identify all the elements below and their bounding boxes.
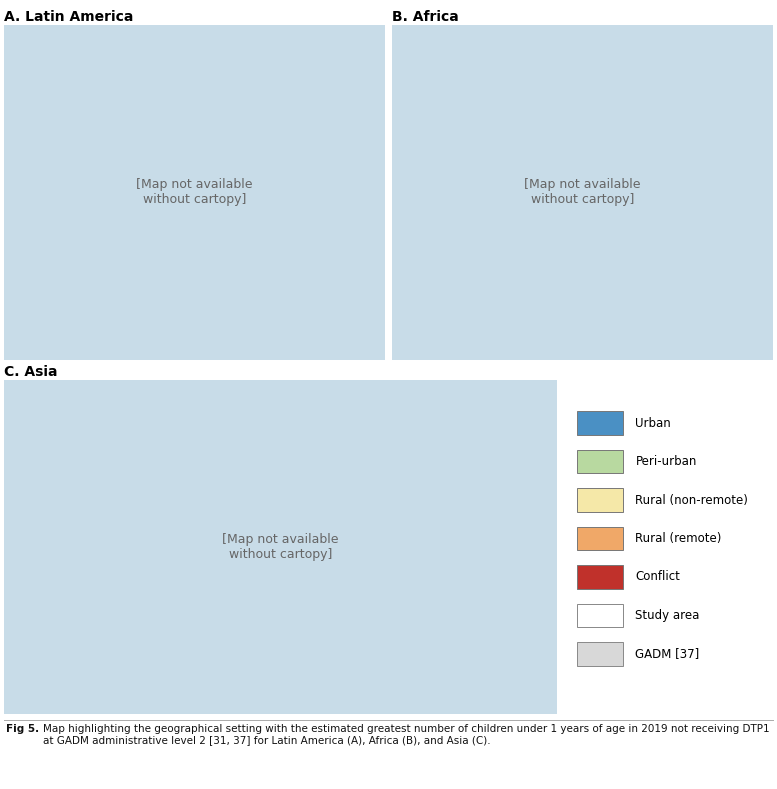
Text: [Map not available
without cartopy]: [Map not available without cartopy] [136, 178, 253, 207]
FancyBboxPatch shape [577, 411, 623, 435]
Text: Study area: Study area [636, 609, 700, 622]
Text: Urban: Urban [636, 417, 671, 430]
FancyBboxPatch shape [577, 604, 623, 627]
FancyBboxPatch shape [577, 488, 623, 512]
Text: A. Latin America: A. Latin America [4, 10, 134, 24]
Text: B. Africa: B. Africa [392, 10, 459, 24]
Text: C. Asia: C. Asia [4, 365, 57, 379]
Text: [Map not available
without cartopy]: [Map not available without cartopy] [524, 178, 641, 207]
Text: Peri-urban: Peri-urban [636, 455, 697, 468]
FancyBboxPatch shape [577, 527, 623, 550]
FancyBboxPatch shape [577, 450, 623, 473]
Text: Fig 5.: Fig 5. [6, 724, 40, 734]
Text: GADM [37]: GADM [37] [636, 647, 699, 660]
Text: Map highlighting the geographical setting with the estimated greatest number of : Map highlighting the geographical settin… [43, 724, 769, 745]
Text: Conflict: Conflict [636, 570, 681, 583]
FancyBboxPatch shape [577, 565, 623, 589]
Text: [Map not available
without cartopy]: [Map not available without cartopy] [222, 533, 339, 561]
Text: Rural (non-remote): Rural (non-remote) [636, 494, 748, 507]
FancyBboxPatch shape [577, 642, 623, 666]
Text: Rural (remote): Rural (remote) [636, 532, 722, 545]
